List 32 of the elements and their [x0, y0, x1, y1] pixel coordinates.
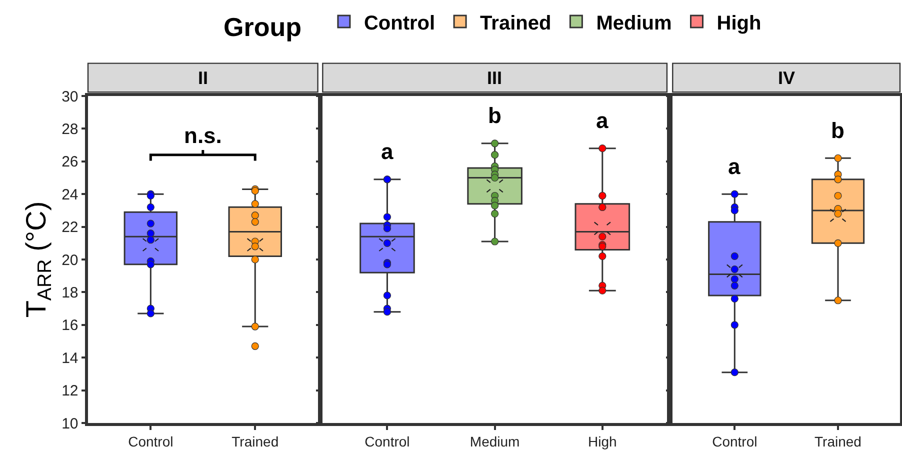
annotation: a — [728, 154, 741, 179]
x-tick-label: Control — [712, 434, 758, 450]
y-tick-label: 22 — [62, 219, 78, 236]
y-tick-label: 14 — [62, 350, 78, 367]
y-tick-label: 20 — [62, 252, 78, 269]
legend-label: Control — [364, 12, 436, 34]
x-tick-label: Medium — [470, 434, 520, 450]
y-tick-label: 16 — [62, 317, 78, 334]
annotation: a — [596, 108, 609, 133]
chart-title: II — [198, 68, 208, 88]
x-tick-label: Control — [128, 434, 174, 450]
y-tick-label: 18 — [62, 284, 78, 302]
annotation: n.s. — [184, 123, 222, 148]
y-tick-label: 26 — [62, 154, 78, 171]
chart-title: IV — [778, 68, 796, 88]
legend-label: Trained — [480, 12, 552, 34]
annotation: b — [488, 103, 502, 128]
y-tick-label: 10 — [62, 415, 78, 432]
legend-title: Group — [224, 12, 302, 42]
chart-title: III — [487, 68, 502, 88]
y-tick-label: 30 — [62, 88, 78, 106]
x-tick-label: Trained — [232, 434, 279, 450]
legend-label: High — [716, 12, 762, 34]
annotation: a — [381, 139, 394, 164]
legend-label: Medium — [596, 12, 672, 34]
annotation: b — [831, 118, 844, 143]
x-tick-label: High — [588, 434, 617, 450]
y-tick-label: 12 — [62, 382, 78, 400]
x-tick-label: Control — [364, 434, 410, 450]
y-tick-label: 24 — [62, 186, 78, 204]
y-tick-label: 28 — [62, 120, 78, 138]
x-tick-label: Trained — [814, 434, 862, 450]
